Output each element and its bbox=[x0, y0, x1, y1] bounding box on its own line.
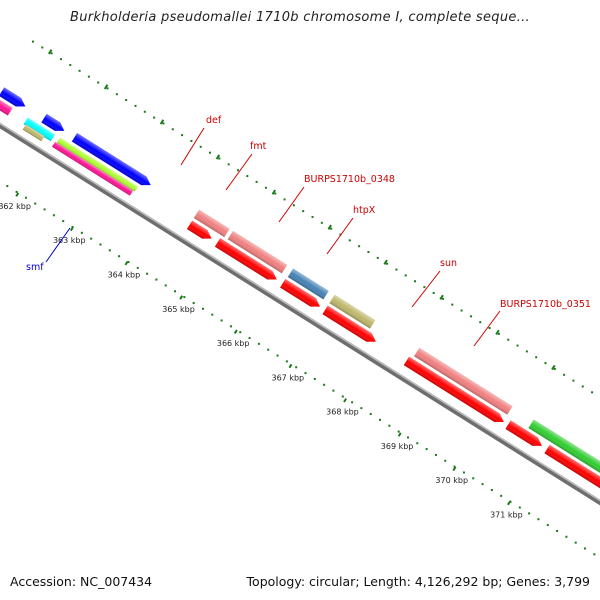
gene-label-burps1710b-0351[interactable]: BURPS1710b_0351 bbox=[473, 299, 591, 347]
gene-red-4 bbox=[322, 305, 376, 342]
length-label: Length: bbox=[363, 574, 411, 589]
gene-labels: def fmt BURPS1710b_0348 htpX sun BURPS1710b_0… bbox=[26, 115, 591, 347]
gene-label-text: BURPS1710b_0351 bbox=[500, 299, 591, 310]
gene-label-def[interactable]: def bbox=[180, 115, 222, 166]
map-title: Burkholderia pseudomallei 1710b chromoso… bbox=[69, 10, 530, 25]
topology-value: circular bbox=[309, 574, 356, 589]
gene-blue-3 bbox=[71, 133, 151, 186]
gene-label-text: sun bbox=[440, 258, 457, 269]
accession-text: Accession: NC_007434 bbox=[10, 574, 152, 589]
tick-label: 363 kbp bbox=[53, 236, 86, 245]
accession-value: NC_007434 bbox=[80, 574, 153, 589]
gene-blue-1 bbox=[0, 87, 26, 107]
topology-label: Topology: bbox=[246, 574, 306, 589]
gene-magenta-1 bbox=[0, 98, 13, 116]
tick-label: 366 kbp bbox=[217, 339, 250, 348]
accession-label: Accession: bbox=[10, 574, 77, 589]
genes-value: 3,799 bbox=[554, 574, 590, 589]
length-value: 4,126,292 bp bbox=[414, 574, 499, 589]
gene-blue-2 bbox=[41, 113, 65, 131]
gene-red-1 bbox=[186, 220, 212, 239]
gene-label-text: def bbox=[206, 115, 222, 126]
gene-label-text: htpX bbox=[353, 205, 376, 216]
inner-tick-ring bbox=[6, 185, 596, 556]
gene-label-fmt[interactable]: fmt bbox=[225, 141, 267, 191]
tick-label: 370 kbp bbox=[435, 476, 468, 485]
gene-sun bbox=[414, 347, 513, 415]
tick-label: 369 kbp bbox=[381, 442, 414, 451]
gene-red-5 bbox=[403, 356, 504, 422]
gene-burps1710b-0351 bbox=[528, 419, 600, 519]
gene-burps1710b-0348 bbox=[287, 268, 329, 300]
tick-label: 368 kbp bbox=[326, 408, 359, 417]
gene-track bbox=[0, 87, 600, 524]
gene-red-7 bbox=[544, 444, 600, 524]
gene-red-6 bbox=[505, 420, 542, 446]
gene-label-text: fmt bbox=[250, 141, 267, 152]
tick-label: 371 kbp bbox=[490, 510, 523, 519]
gene-label-smf[interactable]: smf bbox=[26, 227, 71, 273]
gene-red-3 bbox=[280, 279, 321, 307]
tick-label: 367 kbp bbox=[272, 373, 305, 382]
genes-label: Genes: bbox=[506, 574, 551, 589]
gene-label-text: BURPS1710b_0348 bbox=[304, 174, 395, 185]
backbone bbox=[0, 122, 600, 506]
tick-label: 362 kbp bbox=[0, 202, 31, 211]
gene-lime bbox=[56, 137, 138, 192]
gene-label-burps1710b-0348[interactable]: BURPS1710b_0348 bbox=[278, 174, 395, 223]
gene-def bbox=[193, 209, 230, 238]
tick-label: 365 kbp bbox=[162, 305, 195, 314]
gene-label-sun[interactable]: sun bbox=[411, 258, 457, 308]
outer-tick-ring bbox=[31, 40, 594, 394]
gene-label-text: smf bbox=[26, 262, 44, 273]
gene-magenta-2 bbox=[51, 141, 134, 196]
gene-label-htpx[interactable]: htpX bbox=[326, 205, 376, 255]
genome-stats: Topology: circular; Length: 4,126,292 bp… bbox=[246, 574, 590, 589]
gene-fmt bbox=[227, 230, 288, 274]
gene-cyan bbox=[23, 117, 55, 142]
gene-htpx bbox=[329, 294, 376, 329]
gene-khaki-small bbox=[22, 124, 45, 142]
gene-red-2 bbox=[214, 238, 277, 280]
tick-label: 364 kbp bbox=[108, 271, 141, 280]
tick-labels: 362 kbp 363 kbp 364 kbp 365 kbp 366 kbp 367 k… bbox=[0, 202, 523, 519]
